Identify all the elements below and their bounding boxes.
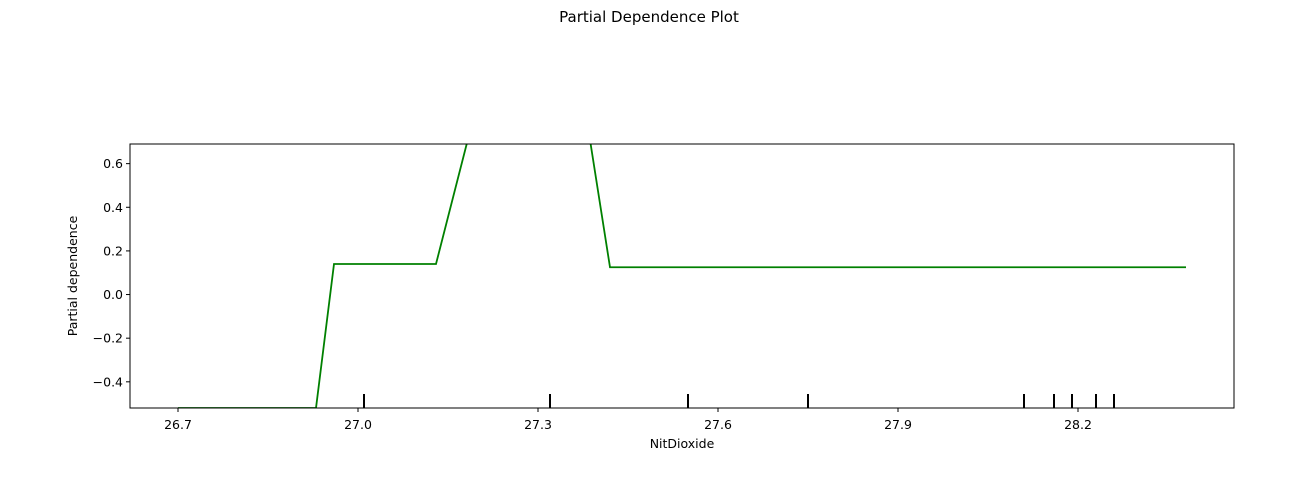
x-tick-label: 28.2 bbox=[1064, 417, 1092, 432]
rug-marks bbox=[363, 394, 1115, 408]
x-tick-label: 27.9 bbox=[884, 417, 912, 432]
x-axis-ticks: 26.7 27.0 27.3 27.6 27.9 28.2 bbox=[164, 408, 1092, 432]
series-line-0 bbox=[178, 144, 1186, 408]
y-tick-label: 0.2 bbox=[103, 243, 123, 258]
chart-title: Partial Dependence Plot bbox=[559, 8, 739, 26]
series-layer bbox=[178, 144, 1186, 408]
plot-frame bbox=[129, 143, 1235, 409]
x-tick-label: 26.7 bbox=[164, 417, 192, 432]
y-tick-label: 0.0 bbox=[103, 287, 123, 302]
x-tick-label: 27.6 bbox=[704, 417, 732, 432]
y-tick-label: −0.2 bbox=[93, 331, 123, 346]
y-axis-ticks: −0.4 −0.2 0.0 0.2 0.4 0.6 bbox=[93, 156, 130, 389]
y-tick-label: 0.6 bbox=[103, 156, 123, 171]
x-axis-label: NitDioxide bbox=[650, 436, 715, 451]
y-tick-label: −0.4 bbox=[93, 374, 123, 389]
y-tick-label: 0.4 bbox=[103, 200, 123, 215]
x-tick-label: 27.3 bbox=[524, 417, 552, 432]
y-axis-label: Partial dependence bbox=[65, 215, 80, 336]
x-tick-label: 27.0 bbox=[344, 417, 372, 432]
